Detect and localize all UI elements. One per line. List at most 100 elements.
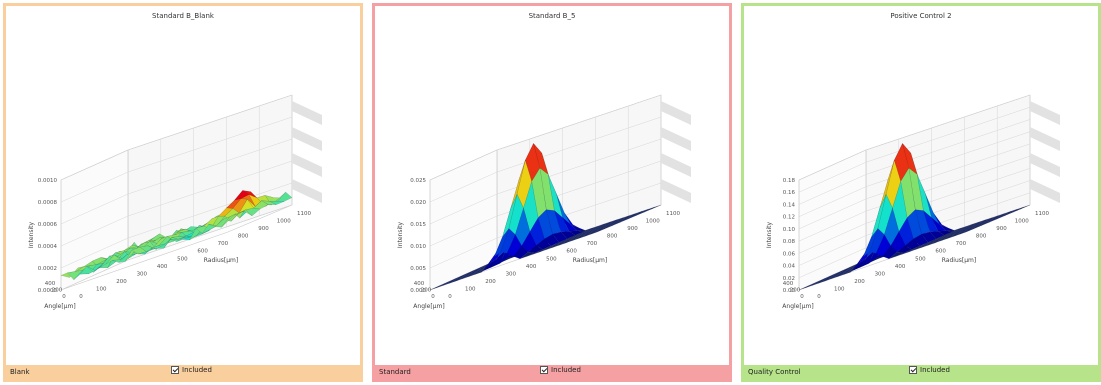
z-axis-ticks: 0.00 0.02 0.04 0.06 0.08 0.10 0.12 0.14 0.16 0.18: [783, 178, 796, 294]
radius-tick-label: 1100: [297, 211, 311, 217]
sample-type-label: Standard: [379, 368, 411, 376]
radius-tick-label: 1100: [666, 211, 680, 217]
included-label: Included: [551, 366, 581, 374]
z-tick-label: 0.12: [783, 215, 795, 221]
surface-plot[interactable]: 0.00 0.02 0.04 0.06 0.08 0.10 0.12 0.14 0.16 0.18…: [744, 22, 1098, 367]
z-tick-label: 0.04: [783, 264, 796, 270]
plot-walls: [60, 94, 322, 291]
surface-plot[interactable]: 0.000 0.005 0.010 0.015 0.020 0.025 Intensity 0…: [375, 22, 729, 367]
angle-tick-label: 400: [414, 281, 425, 287]
surface-mesh: [60, 190, 293, 281]
z-tick-label: 0.0010: [38, 178, 58, 184]
angle-tick-label: 0: [800, 294, 804, 300]
z-tick-label: 0.0008: [38, 200, 58, 206]
radius-axis-ticks: 0 100 200 300 400 500 600 700 800 900 1000 1100: [817, 211, 1049, 300]
radius-tick-label: 900: [627, 226, 638, 232]
radius-tick-label: 600: [197, 249, 208, 255]
radius-tick-label: 300: [875, 271, 886, 277]
included-label: Included: [920, 366, 950, 374]
radius-axis-ticks: 0 100 200 300 400 500 600 700 800 900 1000 1100: [79, 211, 311, 300]
angle-tick-label: 200: [790, 288, 801, 294]
radius-tick-label: 400: [157, 264, 168, 270]
radius-tick-label: 600: [566, 249, 577, 255]
included-checkbox[interactable]: Included: [909, 366, 950, 374]
radius-tick-label: 700: [587, 241, 598, 247]
radius-tick-label: 100: [465, 286, 476, 292]
radius-tick-label: 800: [976, 234, 987, 240]
radius-tick-label: 1000: [646, 219, 660, 225]
radius-tick-label: 0: [79, 294, 83, 300]
radius-tick-label: 1000: [1015, 219, 1029, 225]
z-axis-label: Intensity: [397, 221, 404, 248]
z-tick-label: 0.00: [783, 288, 796, 294]
radius-tick-label: 100: [834, 286, 845, 292]
sample-type-label: Blank: [10, 368, 30, 376]
angle-tick-label: 200: [52, 288, 63, 294]
z-tick-label: 0.02: [783, 276, 795, 282]
radius-tick-label: 300: [137, 271, 148, 277]
angle-axis-label: Angle[μm]: [413, 303, 444, 310]
angle-tick-label: 0: [62, 294, 66, 300]
z-tick-label: 0.18: [783, 178, 796, 184]
radius-tick-label: 200: [854, 279, 865, 285]
radius-tick-label: 200: [485, 279, 496, 285]
z-tick-label: 0.10: [783, 227, 796, 233]
plot-walls: [798, 94, 1060, 291]
checkbox-check-icon[interactable]: [540, 366, 548, 374]
radius-tick-label: 1100: [1035, 211, 1049, 217]
radius-axis-label: Radius[μm]: [942, 257, 976, 264]
radius-tick-label: 900: [996, 226, 1007, 232]
z-tick-label: 0.16: [783, 190, 796, 196]
angle-tick-label: 0: [431, 294, 435, 300]
z-axis-ticks: 0.000 0.005 0.010 0.015 0.020 0.025: [410, 178, 426, 294]
z-tick-label: 0.005: [410, 266, 426, 272]
radius-axis-label: Radius[μm]: [573, 257, 607, 264]
z-tick-label: 0.0000: [38, 288, 58, 294]
checkbox-check-icon[interactable]: [171, 366, 179, 374]
z-tick-label: 0.06: [783, 251, 796, 257]
sample-type-label: Quality Control: [748, 368, 801, 376]
checkbox-check-icon[interactable]: [909, 366, 917, 374]
radius-tick-label: 900: [258, 226, 269, 232]
radius-axis-label: Radius[μm]: [204, 257, 238, 264]
radius-tick-label: 300: [506, 271, 517, 277]
z-axis-label: Intensity: [28, 221, 35, 248]
sample-panel-standard: Standard B_5 0.000 0.005 0.010 0.015 0.020 0.…: [372, 3, 732, 382]
angle-axis-label: Angle[μm]: [782, 303, 813, 310]
panel-footer: Quality Control Included: [744, 365, 1098, 379]
radius-tick-label: 800: [238, 234, 249, 240]
z-tick-label: 0.010: [410, 244, 426, 250]
angle-tick-label: 400: [45, 281, 56, 287]
plot-walls: [429, 94, 691, 291]
radius-tick-label: 500: [546, 256, 557, 262]
surface-plot[interactable]: 0.0000 0.0002 0.0004 0.0006 0.0008 0.0010 Inte…: [6, 22, 360, 367]
panel-footer: Blank Included: [6, 365, 360, 379]
radius-tick-label: 600: [935, 249, 946, 255]
angle-tick-label: 200: [421, 288, 432, 294]
radius-tick-label: 700: [218, 241, 229, 247]
included-checkbox[interactable]: Included: [540, 366, 581, 374]
z-tick-label: 0.020: [410, 200, 426, 206]
z-tick-label: 0.025: [410, 178, 426, 184]
z-tick-label: 0.14: [783, 202, 796, 208]
panel-title: Positive Control 2: [890, 12, 952, 20]
z-tick-label: 0.000: [410, 288, 426, 294]
angle-tick-label: 400: [783, 281, 794, 287]
radius-tick-label: 400: [526, 264, 537, 270]
z-tick-label: 0.0002: [38, 266, 57, 272]
radius-tick-label: 0: [817, 294, 821, 300]
radius-tick-label: 200: [116, 279, 127, 285]
included-checkbox[interactable]: Included: [171, 366, 212, 374]
angle-axis-label: Angle[μm]: [44, 303, 75, 310]
z-tick-label: 0.0006: [38, 222, 58, 228]
radius-tick-label: 0: [448, 294, 452, 300]
radius-tick-label: 500: [177, 256, 188, 262]
z-axis-label: Intensity: [766, 221, 773, 248]
radius-tick-label: 700: [956, 241, 967, 247]
z-tick-label: 0.015: [410, 222, 426, 228]
radius-tick-label: 400: [895, 264, 906, 270]
panel-footer: Standard Included: [375, 365, 729, 379]
